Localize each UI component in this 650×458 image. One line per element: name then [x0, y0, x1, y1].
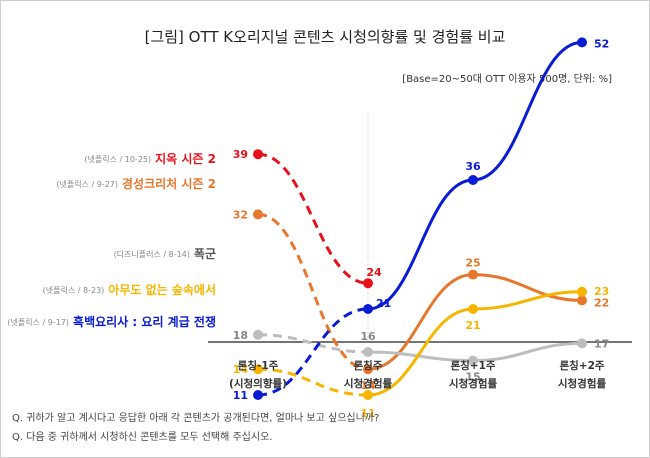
data-label: 39 — [233, 148, 248, 161]
series-1: 32 14 25 22 경성크리처 시즌 2 (넷플릭스 / 9-27) — [56, 176, 609, 392]
data-label: 15 — [465, 371, 480, 384]
series-0: 39 24 지옥 시즌 2 (넷플릭스 / 10-25) — [84, 148, 382, 289]
data-point — [468, 355, 478, 366]
data-point — [577, 295, 587, 306]
data-point — [363, 347, 373, 357]
series-4: 11 21 36 52 흑백요리사 : 요리 계급 전쟁 (넷플릭스 / 9-17) — [7, 37, 609, 402]
series-meta-label: (넷플릭스 / 9-27) — [56, 179, 118, 189]
series-line-dashed — [257, 307, 369, 397]
data-label: 14 — [233, 363, 249, 376]
series-line-dashed — [257, 333, 369, 354]
x-tick-label: 론칭+2주 — [559, 359, 604, 372]
x-tick-label: (시청의향률) — [229, 377, 287, 390]
chart-title: [그림] OTT K오리지널 콘텐츠 시청의향률 및 경험률 비교 — [145, 28, 506, 46]
chart-subtitle: [Base=20~50대 OTT 이용자 500명, 단위: %] — [402, 72, 612, 85]
data-point — [468, 304, 478, 314]
series-name-label: 아무도 없는 숲속에서 — [108, 282, 216, 297]
x-tick-label: 론칭주 — [354, 359, 383, 372]
x-tick-label: 시청경험률 — [449, 377, 498, 390]
data-label: 18 — [233, 329, 248, 342]
data-point — [577, 37, 587, 48]
data-label: 16 — [360, 330, 376, 343]
series-meta-label: (넷플릭스 / 9-17) — [7, 317, 69, 327]
series-line-dashed — [257, 212, 369, 371]
data-label: 24 — [366, 266, 382, 279]
data-point — [468, 175, 478, 185]
data-label: 17 — [594, 337, 609, 350]
series-line-dashed — [257, 152, 369, 285]
data-label: 11 — [360, 407, 375, 420]
data-label: 22 — [594, 296, 609, 309]
x-tick-label: 시청경험률 — [558, 377, 607, 390]
data-label: 25 — [465, 257, 480, 270]
data-label: 14 — [360, 379, 376, 392]
data-point — [577, 286, 587, 297]
data-label: 52 — [594, 37, 609, 50]
data-point — [253, 149, 263, 160]
x-tick-label: 시청경험률 — [344, 377, 393, 390]
data-point — [363, 278, 373, 289]
data-point — [253, 390, 263, 400]
footnote-1: Q. 귀하가 알고 계시다고 응답한 아래 각 콘텐츠가 공개된다면, 얼마나 … — [12, 411, 379, 424]
series-layer: 39 24 지옥 시즌 2 (넷플릭스 / 10-25) 32 14 25 22 경성크리처 시… — [7, 37, 609, 420]
footnote-2: Q. 다음 중 귀하께서 시청하신 콘텐츠를 모두 선택해 주십시오. — [12, 430, 272, 443]
series-line-dashed — [257, 367, 369, 397]
series-meta-label: (디즈니플러스 / 8-14) — [114, 249, 190, 259]
data-point — [577, 338, 587, 349]
x-tick-label: 론칭-1주 — [238, 359, 279, 372]
data-point — [363, 364, 373, 375]
series-name-label: 지옥 시즌 2 — [155, 151, 216, 166]
x-tick-label: 론칭+1주 — [450, 359, 495, 372]
data-label: 21 — [465, 319, 480, 332]
series-name-label: 흑백요리사 : 요리 계급 전쟁 — [73, 314, 216, 329]
series-meta-label: (넷플릭스 / 8-23) — [43, 285, 105, 295]
series-name-label: 경성크리처 시즌 2 — [122, 176, 216, 191]
data-point — [253, 364, 263, 375]
data-label: 11 — [233, 389, 248, 402]
series-meta-label: (넷플릭스 / 10-25) — [84, 154, 151, 164]
data-label: 32 — [233, 208, 248, 221]
series-2: 18 16 15 17 폭군 (디즈니플러스 / 8-14) — [114, 247, 610, 384]
data-point — [253, 329, 263, 340]
data-point — [253, 209, 263, 220]
series-name-label: 폭군 — [194, 247, 216, 261]
data-label: 21 — [376, 297, 391, 310]
series-3: 14 11 21 23 아무도 없는 숲속에서(넷플릭스 / 8-23) — [43, 282, 610, 420]
data-point — [468, 269, 478, 280]
data-point — [363, 390, 373, 400]
data-point — [363, 304, 373, 314]
data-label: 23 — [594, 285, 609, 298]
data-label: 36 — [465, 160, 481, 173]
